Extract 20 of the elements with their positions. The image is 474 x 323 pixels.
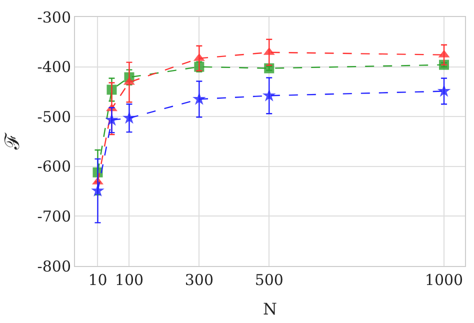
y-tick-label: -300 (37, 8, 71, 26)
point (122, 111, 136, 124)
y-tick-label: -500 (37, 108, 71, 126)
x-tick-label: 1000 (424, 271, 464, 289)
point (105, 113, 118, 126)
x-tick-label: 500 (254, 271, 284, 289)
point (91, 184, 104, 196)
x-axis-title: N (263, 300, 277, 319)
y-tick-label: -400 (37, 58, 71, 76)
point (264, 63, 274, 74)
y-tick-label: -800 (37, 257, 71, 276)
y-tick-label: -600 (37, 158, 71, 176)
x-tick-label: 100 (114, 271, 144, 289)
point (192, 92, 206, 105)
x-tick-label: 300 (184, 271, 214, 289)
y-axis-title: ℱ (0, 132, 24, 150)
y-tick-label: -700 (37, 207, 71, 226)
x-tick-label: 10 (88, 271, 108, 289)
point (437, 84, 451, 97)
point (262, 88, 276, 102)
